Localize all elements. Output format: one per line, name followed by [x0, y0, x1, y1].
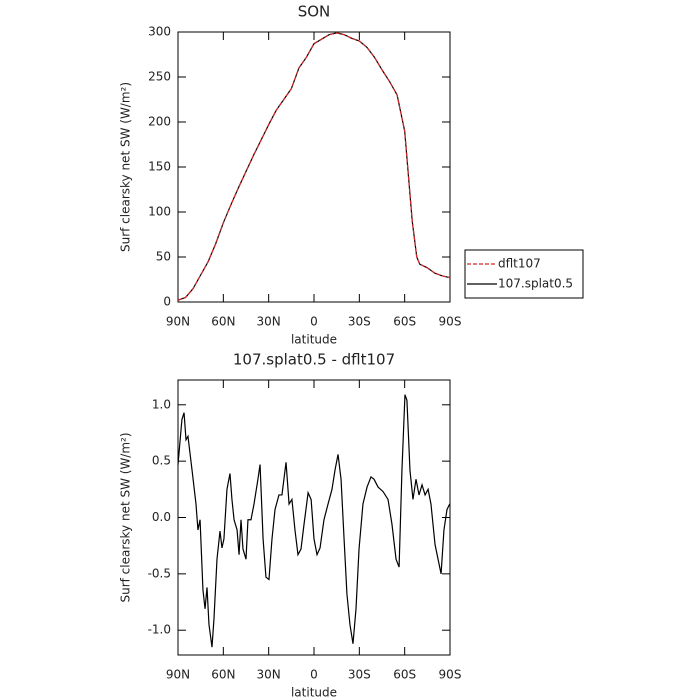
x-axis-label: latitude [291, 686, 337, 700]
x-tick-label: 30S [348, 668, 371, 682]
x-tick-label: 30N [257, 668, 281, 682]
x-tick-label: 60N [211, 668, 235, 682]
legend-label: dflt107 [498, 257, 541, 271]
y-tick-label: 1.0 [152, 397, 171, 411]
y-tick-label: 300 [148, 25, 171, 39]
x-tick-label: 90N [166, 315, 190, 329]
y-tick-label: -1.0 [148, 623, 171, 637]
x-tick-label: 0 [310, 315, 318, 329]
y-tick-label: -0.5 [148, 566, 171, 580]
data-line [177, 394, 451, 648]
y-axis-label: Surf clearsky net SW (W/m²) [119, 432, 133, 602]
x-tick-label: 60N [211, 315, 235, 329]
y-tick-label: 50 [156, 250, 171, 264]
chart-title: 107.splat0.5 - dflt107 [233, 351, 395, 369]
x-axis-label: latitude [291, 333, 337, 347]
y-tick-label: 100 [148, 205, 171, 219]
x-tick-label: 90N [166, 668, 190, 682]
data-line [177, 32, 451, 301]
data-line [177, 32, 451, 301]
legend-box [464, 249, 584, 299]
y-tick-label: 0 [163, 295, 171, 309]
plot-frame [177, 379, 451, 656]
x-tick-label: 30N [257, 315, 281, 329]
x-tick-label: 90S [439, 315, 462, 329]
x-tick-label: 60S [393, 668, 416, 682]
x-tick-label: 60S [393, 315, 416, 329]
plot-frame [177, 31, 451, 303]
y-tick-label: 200 [148, 115, 171, 129]
legend-label: 107.splat0.5 [498, 277, 573, 291]
y-tick-label: 0.5 [152, 454, 171, 468]
y-tick-label: 250 [148, 70, 171, 84]
chart-title: SON [298, 3, 331, 21]
y-tick-label: 150 [148, 160, 171, 174]
y-tick-label: 0.0 [152, 510, 171, 524]
y-axis-label: Surf clearsky net SW (W/m²) [119, 82, 133, 252]
x-tick-label: 0 [310, 668, 318, 682]
x-tick-label: 30S [348, 315, 371, 329]
x-tick-label: 90S [439, 668, 462, 682]
